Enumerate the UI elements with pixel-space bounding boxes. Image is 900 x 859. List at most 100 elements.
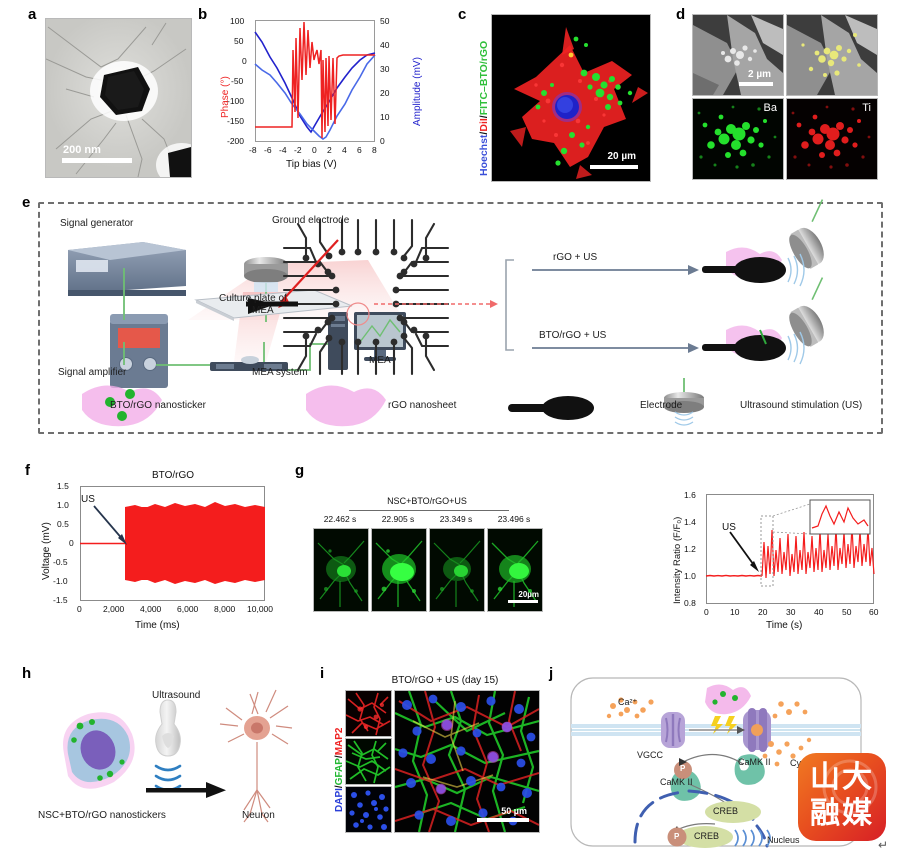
panel-b-xtick-8: 8 <box>372 145 377 155</box>
panel-g-frame-time-0: 22.462 s <box>323 514 357 524</box>
panel-g-ytick-1.4: 1.4 <box>684 517 696 527</box>
panel-b-xtick-neg2: -2 <box>294 145 302 155</box>
panel-d-scalebar-label: 2 µm <box>748 69 771 80</box>
panel-g-xtick-40: 40 <box>814 607 824 617</box>
panel-f-ytick-neg0.5: -0.5 <box>53 557 68 567</box>
panel-j-nanosticker-icon <box>705 684 751 715</box>
panel-c-label-sep2: / <box>478 115 490 119</box>
panel-f-xtick-8000: 8,000 <box>214 604 236 614</box>
panel-f-us-arrow-icon <box>93 505 127 545</box>
panel-f-ytick-neg1.0: -1.0 <box>53 576 68 586</box>
panel-b-ytick-neg200: -200 <box>227 136 245 146</box>
panel-e-label-culture-plate-line1: Culture plate of <box>219 293 287 304</box>
panel-j-vgcc-open-icon <box>743 708 771 752</box>
panel-d-tile-label-ba: Ba <box>763 102 777 114</box>
panel-j-label-vgcc: VGCC <box>637 750 664 760</box>
panel-letter-g: g <box>295 462 305 479</box>
panel-i-title: BTO/rGO + US (day 15) <box>391 675 499 686</box>
panel-j-dna-icon <box>734 829 771 847</box>
panel-c-scalebar <box>590 165 638 169</box>
panel-g-frame-time-2: 23.349 s <box>439 514 473 524</box>
panel-c-confocal-image: 20 µm <box>491 14 651 182</box>
panel-d-scalebar <box>739 82 773 86</box>
panel-b-ytick-0: 0 <box>242 56 247 66</box>
panel-b-ytick-neg50: -50 <box>231 76 244 86</box>
panel-e-label-culture-plate-line2: MEA <box>252 305 274 316</box>
panel-e-legend-label-ultrasound: Ultrasound stimulation (US) <box>740 400 863 411</box>
panel-g-xtick-0: 0 <box>704 607 709 617</box>
panel-d-tile-eds-ti: Ti <box>786 98 878 180</box>
panel-d-tile-sem: 2 µm <box>692 14 784 96</box>
panel-g-scalebar <box>508 600 538 603</box>
sdu-rongmei-logo-line1: 山大 <box>810 761 874 794</box>
panel-c-scalebar-label: 20 µm <box>607 151 636 162</box>
ultrasound-transducer-top-icon <box>244 257 288 292</box>
panel-g-us-annotation: US <box>722 522 736 533</box>
panel-b-yaxis-label-left: Phase (°) <box>220 76 231 118</box>
panel-b-xtick-2: 2 <box>327 145 332 155</box>
mea-array-icon <box>282 218 450 376</box>
panel-b-ytick-right-20: 20 <box>380 88 390 98</box>
panel-b-ytick-right-10: 10 <box>380 112 390 122</box>
panel-f-ytick-neg1.5: -1.5 <box>53 595 68 605</box>
panel-b-xtick-4: 4 <box>342 145 347 155</box>
signal-generator-icon <box>68 242 186 296</box>
panel-letter-f: f <box>25 462 30 479</box>
branch-bracket-icon <box>505 259 514 351</box>
panel-b-ytick-100: 100 <box>230 16 245 26</box>
panel-f-xtick-4000: 4,000 <box>140 604 162 614</box>
legend-ultrasound-icon <box>664 378 704 426</box>
panel-j-creb-phospho-icon <box>667 826 733 848</box>
differentiation-arrow-icon <box>146 782 226 798</box>
panel-c-label-fitc: FITC–BTO/rGO <box>478 40 490 116</box>
panel-g-calcium-chart: US 1.6 1.4 1.2 1.0 0.8 0 10 20 30 40 50 … <box>660 488 895 638</box>
panel-d-tile-sem-overlay <box>786 14 878 96</box>
panel-b-ytick-neg100: -100 <box>227 96 245 106</box>
panel-c-channel-label: Hoechst/DiI/FITC–BTO/rGO <box>478 41 490 176</box>
panel-a-scalebar-label: 200 nm <box>63 144 101 156</box>
panel-b-chart: 100 50 0 -50 -100 -150 -200 50 40 30 20 … <box>198 14 428 184</box>
panel-g-ytick-1.0: 1.0 <box>684 571 696 581</box>
panel-b-ytick-right-0: 0 <box>380 136 385 146</box>
sdu-rongmei-logo-line2: 融媒 <box>810 797 874 830</box>
panel-b-curves <box>254 21 376 140</box>
panel-f-xtick-0: 0 <box>77 604 82 614</box>
panel-b-xtick-neg4: -4 <box>279 145 287 155</box>
panel-letter-h: h <box>22 665 32 682</box>
panel-g-ytick-0.8: 0.8 <box>684 598 696 608</box>
panel-h-diagram <box>63 689 293 823</box>
neuron-icon <box>219 689 293 823</box>
panel-g-yaxis-label: Intensity Ratio (F/F₀) <box>672 516 683 604</box>
panel-letter-e: e <box>22 194 31 211</box>
panel-e-label-signal-amplifier: Signal amplifier <box>58 367 127 378</box>
panel-g-us-arrow-icon <box>729 531 759 572</box>
panel-b-ytick-right-50: 50 <box>380 16 390 26</box>
panel-j-calcium-ions-icon <box>606 697 812 767</box>
panel-i-merged-image: 50 µm <box>394 690 540 833</box>
panel-i-label-sep2: / <box>334 755 345 759</box>
panel-j-diagram <box>570 677 862 848</box>
panel-j-label-nucleus: Nucleus <box>767 835 800 845</box>
panel-f-trace <box>80 502 265 584</box>
panel-f-xtick-6000: 6,000 <box>177 604 199 614</box>
panel-d-grid: 2 µm <box>692 14 878 180</box>
panel-b-ytick-right-40: 40 <box>380 40 390 50</box>
panel-i-scalebar <box>477 818 529 822</box>
panel-e-label-mea-system: MEA system <box>252 367 308 378</box>
panel-i-strip-map2 <box>345 690 392 737</box>
panel-g-scalebar-label: 20µm <box>518 590 539 599</box>
panel-g-xtick-60: 60 <box>869 607 879 617</box>
panel-f-chart: BTO/rGO US 1.5 1.0 0.5 0 -0.5 -1.0 -1.5 … <box>25 470 275 645</box>
panel-f-xtick-2000: 2,000 <box>103 604 125 614</box>
panel-j-vgcc-closed-icon <box>661 712 685 748</box>
panel-e-legend-label-rgo-nanosheet: rGO nanosheet <box>388 400 457 411</box>
pilcrow-mark: ↵ <box>878 838 889 852</box>
panel-f-us-annotation: US <box>81 494 95 505</box>
panel-e-schematic-frame <box>38 202 883 434</box>
panel-f-ytick-1.5: 1.5 <box>57 481 69 491</box>
panel-g-frame-0 <box>313 528 369 612</box>
panel-e-label-signal-generator: Signal generator <box>60 218 134 229</box>
panel-i-strip-dapi <box>345 786 392 833</box>
panel-g-group-label: NSC+BTO/rGO+US <box>387 496 467 506</box>
sdu-rongmei-logo: 山大 融媒 <box>798 753 886 841</box>
